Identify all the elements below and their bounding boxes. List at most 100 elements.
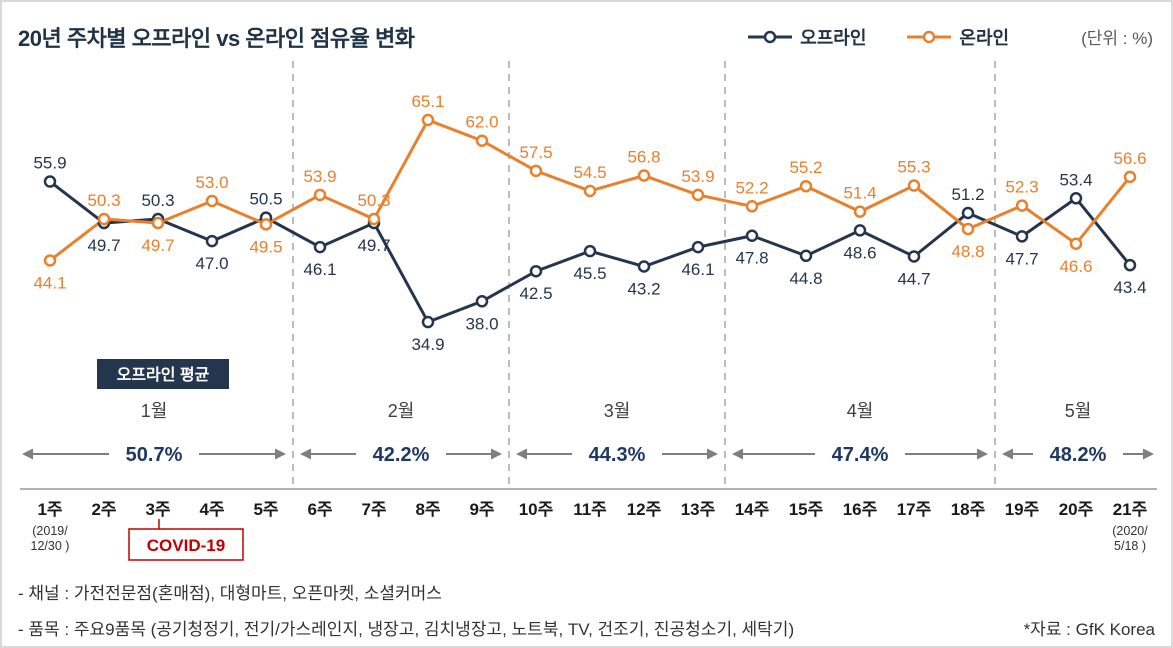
week-label: 12주 (627, 500, 662, 519)
data-label-offline: 43.4 (1113, 278, 1146, 297)
week-label: 2주 (91, 500, 116, 519)
data-label-online: 57.5 (519, 143, 552, 162)
arrow-head-right-icon (707, 448, 718, 460)
data-label-offline: 34.9 (411, 335, 444, 354)
data-label-offline: 47.8 (735, 249, 768, 268)
data-label-online: 62.0 (465, 113, 498, 132)
start-date-label: (2019/ (32, 524, 68, 538)
data-point-online (259, 218, 273, 231)
offline-line-marker-icon (748, 30, 793, 43)
data-point-online (1069, 237, 1083, 251)
note-channel: - 채널 : 가전전문점(혼매점), 대형마트, 오픈마켓, 소셜커머스 (18, 584, 442, 603)
week-label: 3주 (145, 500, 170, 519)
week-label: 14주 (735, 500, 770, 519)
data-point-online (151, 216, 165, 230)
week-label: 16주 (843, 500, 878, 519)
data-point-online (691, 188, 705, 202)
data-point-offline (529, 264, 543, 278)
week-label: 13주 (681, 500, 716, 519)
data-point-online (637, 169, 651, 182)
data-point-online (421, 113, 435, 127)
data-label-offline: 42.5 (519, 284, 552, 303)
data-label-online: 55.2 (789, 158, 822, 177)
legend-item-online: 온라인 (906, 24, 1009, 50)
data-label-online: 52.2 (735, 178, 768, 197)
week-label: 21주 (1113, 500, 1148, 519)
data-label-offline: 38.0 (465, 314, 498, 333)
month-label: 5월 (1065, 401, 1092, 421)
month-average-value: 50.7% (126, 444, 183, 466)
data-label-offline: 47.0 (195, 254, 228, 273)
legend: 오프라인 온라인 (747, 24, 1009, 50)
week-label: 11주 (573, 500, 607, 519)
data-point-online (475, 134, 489, 147)
end-date-label: 5/18 ) (1114, 539, 1146, 553)
data-label-online: 46.6 (1059, 257, 1092, 276)
data-point-offline (1123, 258, 1137, 272)
data-point-offline (583, 244, 597, 258)
arrow-head-left-icon (22, 448, 33, 460)
data-point-offline (745, 229, 759, 242)
offline-average-badge-label: 오프라인 평균 (117, 366, 210, 384)
week-label: 20주 (1059, 500, 1094, 519)
data-label-offline: 49.7 (87, 236, 120, 255)
week-label: 7주 (361, 500, 386, 519)
data-label-online: 51.4 (843, 184, 876, 203)
data-point-offline (43, 175, 57, 188)
data-label-offline: 51.2 (951, 185, 984, 204)
week-label: 17주 (897, 500, 932, 519)
month-label: 2월 (388, 401, 415, 421)
legend-label-offline: 오프라인 (800, 27, 867, 48)
data-point-offline (313, 240, 327, 254)
data-label-offline: 55.9 (33, 154, 66, 173)
data-point-offline (853, 224, 867, 237)
data-point-online (367, 212, 381, 226)
data-label-online: 50.3 (87, 191, 120, 210)
footer-notes: - 채널 : 가전전문점(혼매점), 대형마트, 오픈마켓, 소셜커머스 - 품… (2, 567, 1171, 640)
data-point-online (583, 184, 597, 198)
data-point-offline (961, 206, 975, 220)
week-label: 8주 (415, 500, 440, 519)
data-point-online (745, 200, 759, 213)
month-average-value: 42.2% (373, 444, 430, 466)
data-point-offline (1015, 230, 1029, 243)
note-items: - 품목 : 주요9품목 (공기청정기, 전기/가스레인지, 냉장고, 김치냉장… (18, 620, 795, 639)
arrow-head-right-icon (491, 448, 502, 460)
data-label-offline: 46.1 (303, 260, 336, 279)
data-point-online (97, 212, 111, 226)
data-point-offline (637, 260, 651, 273)
share-trend-line-chart: 1월 50.7% 2월 42.2% 3월 44.3% 4월 47.4% 5월 48.2% 1주 2주 3… (20, 61, 1157, 561)
data-label-online: 53.9 (681, 167, 714, 186)
month-average-value: 44.3% (589, 444, 646, 466)
chart-title: 20년 주차별 오프라인 vs 온라인 점유율 변화 (18, 25, 415, 51)
data-label-online: 49.5 (249, 237, 282, 256)
data-point-online (205, 194, 219, 208)
week-label: 15주 (789, 500, 824, 519)
arrow-head-left-icon (516, 448, 527, 460)
data-label-online: 65.1 (411, 92, 444, 111)
data-point-offline (475, 295, 489, 308)
covid-box (128, 528, 244, 561)
arrow-head-left-icon (732, 448, 743, 460)
month-label: 4월 (847, 401, 874, 421)
week-label: 18주 (951, 500, 986, 519)
data-label-online: 54.5 (573, 163, 606, 182)
data-point-online (529, 164, 543, 178)
data-point-offline (1069, 192, 1083, 205)
month-label: 3월 (604, 401, 631, 421)
data-label-online: 55.3 (897, 158, 930, 177)
data-point-offline (799, 249, 813, 263)
arrow-head-right-icon (275, 448, 286, 460)
end-date-label: (2020/ (1112, 524, 1148, 538)
data-point-online (43, 254, 57, 267)
covid-label: COVID-19 (147, 536, 225, 555)
data-label-offline: 44.8 (789, 269, 822, 288)
data-label-offline: 45.5 (573, 264, 606, 283)
data-label-offline: 50.5 (249, 190, 282, 209)
data-point-online (961, 222, 975, 236)
data-label-online: 56.6 (1113, 149, 1146, 168)
data-point-online (799, 179, 813, 193)
data-label-offline: 44.7 (897, 269, 930, 288)
legend-label-online: 온라인 (959, 27, 1010, 48)
